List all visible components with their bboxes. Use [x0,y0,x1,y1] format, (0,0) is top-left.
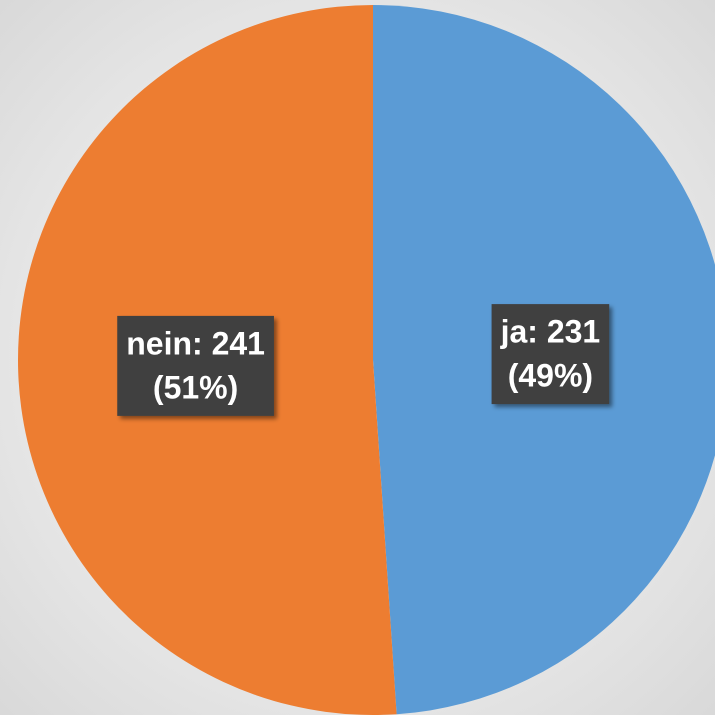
data-label: ja: 231 (49%) [491,304,610,405]
data-label-percent: (51%) [153,369,238,405]
data-label-value: nein: 241 [126,325,265,361]
data-label-value: ja: 231 [500,314,601,350]
data-label-box [117,315,274,416]
data-label: nein: 241 (51%) [117,315,274,416]
data-label-percent: (49%) [508,358,593,394]
data-label-box [491,304,610,405]
